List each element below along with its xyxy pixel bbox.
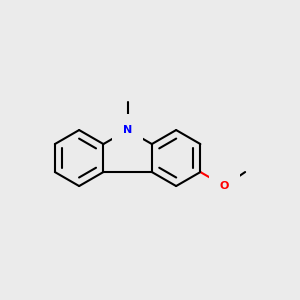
Text: O: O [220, 181, 229, 191]
Text: N: N [123, 125, 132, 135]
